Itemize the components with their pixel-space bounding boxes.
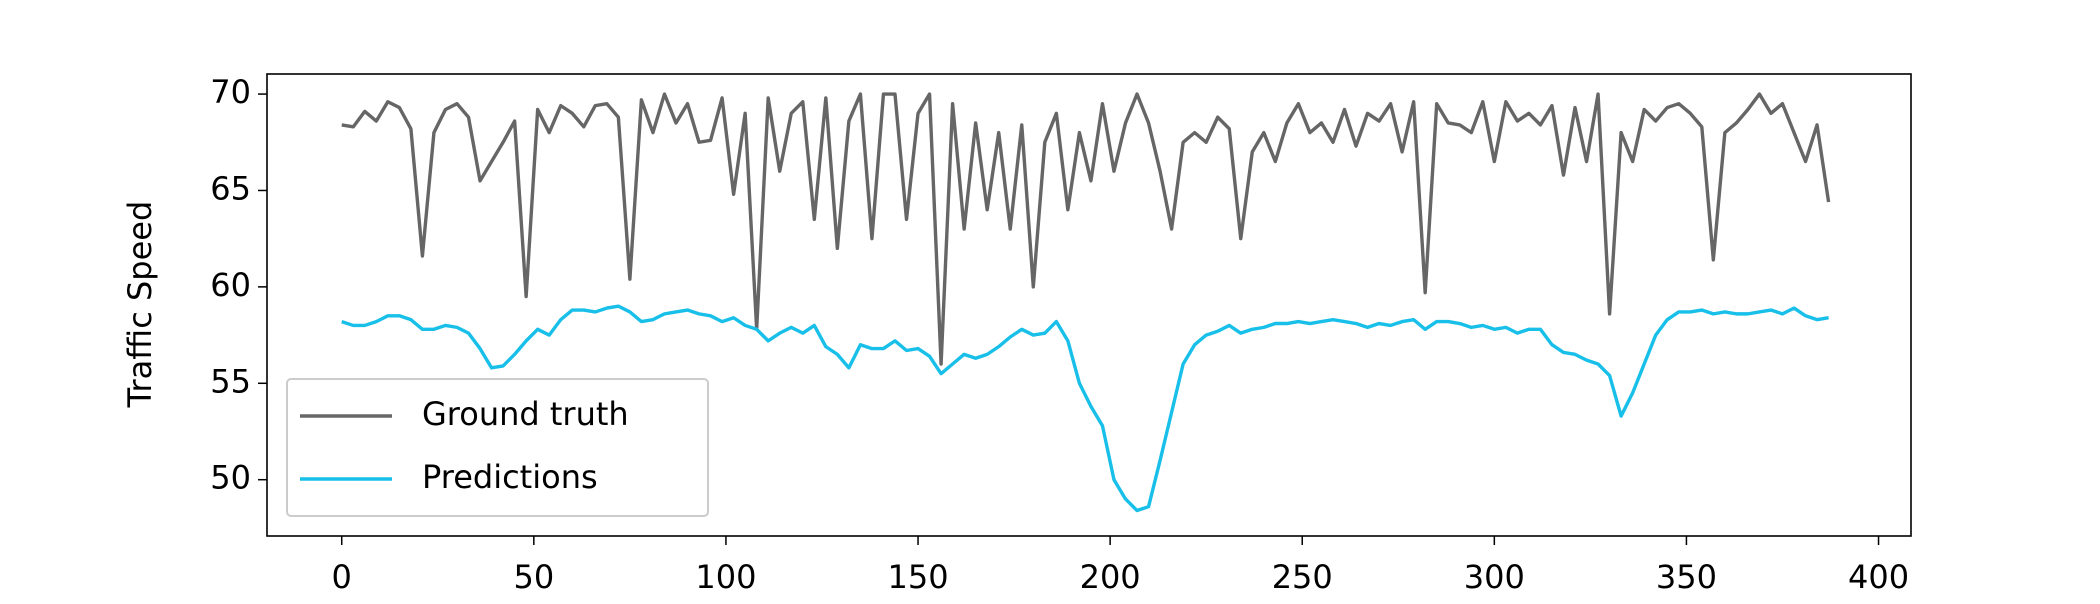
y-tick-label: 50 xyxy=(210,459,251,497)
x-tick-label: 0 xyxy=(332,558,352,596)
x-tick-label: 150 xyxy=(887,558,948,596)
legend-label: Ground truth xyxy=(422,395,629,433)
x-tick-label: 100 xyxy=(695,558,756,596)
legend-label: Predictions xyxy=(422,458,598,496)
y-tick-label: 60 xyxy=(210,266,251,304)
y-tick-label: 65 xyxy=(210,169,251,207)
x-tick-label: 50 xyxy=(513,558,554,596)
series-line xyxy=(341,92,1831,366)
y-tick-label: 70 xyxy=(210,73,251,111)
x-tick-label: 300 xyxy=(1464,558,1525,596)
y-axis-label: Traffic Speed xyxy=(121,201,159,409)
x-tick-label: 200 xyxy=(1080,558,1141,596)
x-tick-label: 400 xyxy=(1848,558,1909,596)
y-tick-label: 55 xyxy=(210,362,251,400)
legend-box xyxy=(286,378,709,517)
plot-frame xyxy=(266,73,1912,537)
series-line xyxy=(341,304,1829,513)
x-tick-label: 250 xyxy=(1272,558,1333,596)
x-tick-label: 350 xyxy=(1656,558,1717,596)
